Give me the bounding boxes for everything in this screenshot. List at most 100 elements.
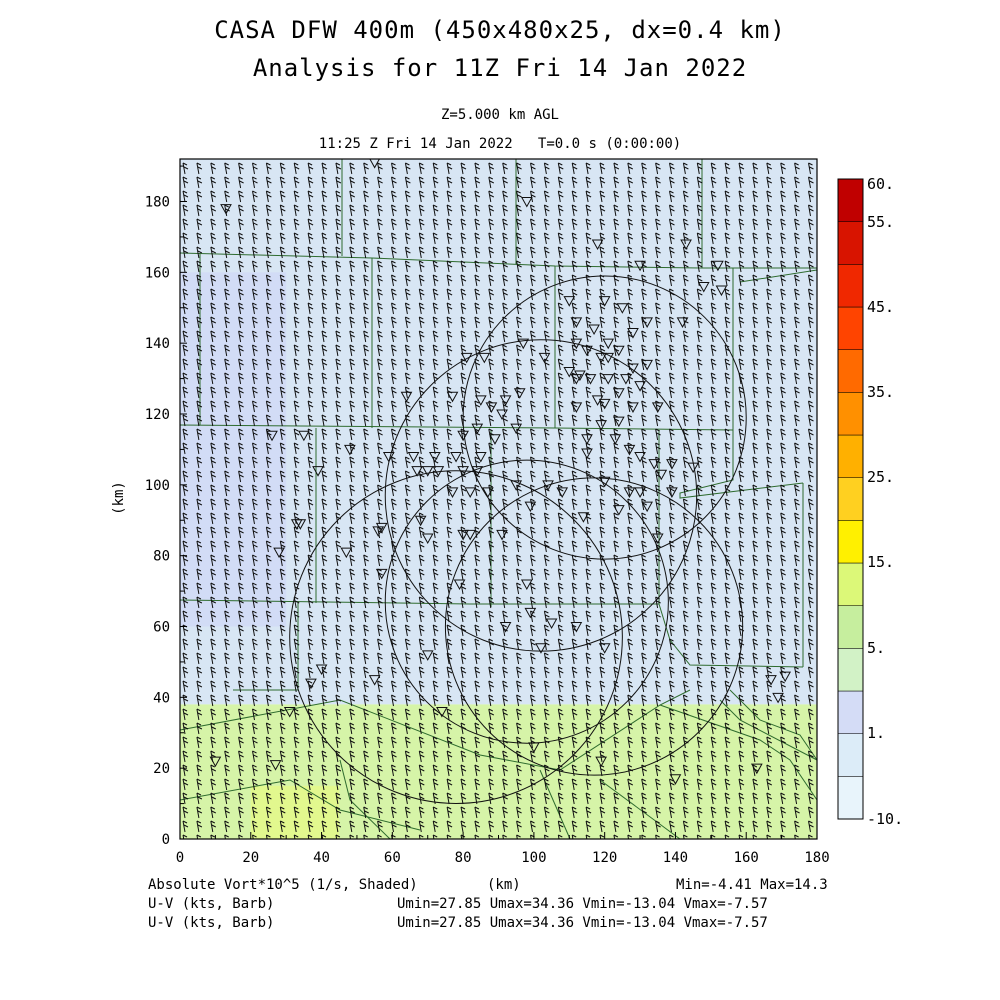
wind-barb <box>293 204 300 217</box>
barb-stroke <box>627 232 634 245</box>
barb-stroke <box>808 232 814 245</box>
wind-barb <box>780 162 786 175</box>
wind-barb <box>502 260 508 273</box>
barb-stroke <box>404 190 411 203</box>
barb-stroke <box>460 176 467 189</box>
barb-stroke <box>752 176 759 189</box>
barb-stroke <box>502 246 508 259</box>
wind-barb <box>530 176 536 189</box>
wind-barb <box>557 176 564 189</box>
wind-barb <box>585 260 592 273</box>
wind-barb <box>571 190 578 203</box>
wind-barb <box>196 190 203 203</box>
county-line <box>729 689 817 761</box>
barb-stroke <box>585 190 592 203</box>
barb-stroke <box>363 176 369 189</box>
barb-stroke <box>557 218 564 231</box>
wind-barb <box>210 246 217 259</box>
barb-stroke <box>418 260 425 273</box>
wind-barb <box>794 162 800 175</box>
barb-stroke <box>377 260 383 273</box>
barb-stroke <box>724 176 731 189</box>
wind-barb <box>293 246 300 259</box>
wind-barb <box>808 232 814 245</box>
y-axis-label: (km) <box>110 481 127 515</box>
barb-stroke <box>321 218 328 231</box>
barb-stroke <box>335 246 342 259</box>
wind-barb <box>488 246 495 259</box>
barb-stroke <box>585 218 592 231</box>
wind-barb <box>446 218 453 231</box>
wind-barb <box>794 232 800 245</box>
wind-barb <box>641 218 647 231</box>
wind-barb <box>196 176 203 189</box>
wind-barb <box>335 190 342 203</box>
wind-barb <box>516 218 522 231</box>
y-tick-label: 60 <box>153 620 170 636</box>
wind-barb <box>252 246 258 259</box>
barb-stroke <box>460 162 467 175</box>
barb-stroke <box>210 190 217 203</box>
barb-stroke <box>404 260 411 273</box>
barb-stroke <box>696 232 703 245</box>
barb-stroke <box>502 162 508 175</box>
wind-barb <box>182 260 189 273</box>
barb-stroke <box>557 246 564 259</box>
wind-barb <box>488 232 495 245</box>
wind-barb <box>363 274 369 287</box>
barb-stroke <box>293 162 300 175</box>
wind-barb <box>265 218 272 231</box>
barb-stroke <box>543 190 550 203</box>
barb-stroke <box>224 232 230 245</box>
barb-stroke <box>738 162 745 175</box>
wind-barb <box>321 246 328 259</box>
wind-barb <box>265 232 272 245</box>
barb-stroke <box>516 232 522 245</box>
wind-barb <box>682 204 689 217</box>
barb-stroke <box>446 176 453 189</box>
y-tick-label: 40 <box>153 690 170 706</box>
wind-barb <box>794 190 800 203</box>
barb-stroke <box>627 260 634 273</box>
wind-barb <box>279 274 286 287</box>
wind-barb <box>682 260 689 273</box>
barb-stroke <box>363 274 369 287</box>
wind-barbs <box>182 162 814 839</box>
barb-stroke <box>696 162 703 175</box>
barb-stroke <box>682 190 689 203</box>
time-label: 11:25 Z Fri 14 Jan 2022 T=0.0 s (0:00:00… <box>318 136 682 152</box>
barb-stroke <box>182 218 189 231</box>
wind-barb <box>669 190 675 203</box>
wind-barb <box>766 218 773 231</box>
wind-barb <box>474 218 481 231</box>
barb-stroke <box>182 274 189 287</box>
wind-barb <box>224 218 230 231</box>
wind-barb <box>210 204 217 217</box>
barb-stroke <box>391 190 397 203</box>
colorbar-label: 5. <box>867 639 885 657</box>
barb-stroke <box>238 204 244 217</box>
wind-barb <box>432 274 439 287</box>
wind-barb <box>766 246 773 259</box>
wind-barb <box>293 232 300 245</box>
barb-stroke <box>446 204 453 217</box>
wind-barb <box>363 260 369 273</box>
wind-barb <box>279 162 286 175</box>
colorbar-label: 55. <box>867 213 894 231</box>
colorbar-segment <box>837 733 864 777</box>
barb-stroke <box>252 260 258 273</box>
barb-stroke <box>682 218 689 231</box>
barb-stroke <box>432 218 439 231</box>
barb-stroke <box>780 246 786 259</box>
barb-stroke <box>377 176 383 189</box>
barb-stroke <box>335 218 342 231</box>
wind-barb <box>516 204 522 217</box>
wind-barb <box>377 260 383 273</box>
barb-stroke <box>710 190 717 203</box>
wind-barb <box>265 162 272 175</box>
wind-barb <box>557 218 564 231</box>
barb-stroke <box>252 274 258 287</box>
barb-stroke <box>474 232 481 245</box>
barb-stroke <box>557 162 564 175</box>
wind-barb <box>724 260 731 273</box>
